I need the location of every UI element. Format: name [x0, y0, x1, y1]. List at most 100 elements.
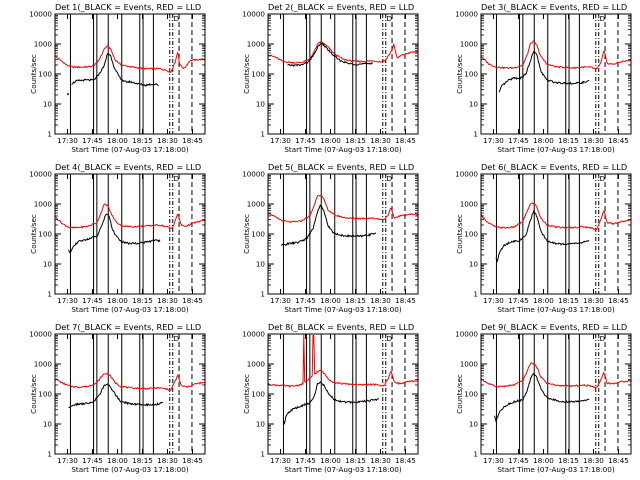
x-axis-label: Start Time (07-Aug-03 17:18:00) — [71, 465, 188, 474]
x-tick-label: 18:00 — [107, 296, 128, 305]
y-axis-label: Counts/sec — [242, 54, 251, 94]
events-series-line — [66, 92, 69, 96]
lld-series-line — [267, 41, 419, 65]
x-tick-label: 18:15 — [558, 136, 579, 145]
x-axis-label: Start Time (07-Aug-03 17:18:00) — [71, 305, 188, 314]
x-axis-label: Start Time (07-Aug-03 17:18:00) — [71, 145, 188, 154]
panel-title: Det 1(_BLACK = Events, RED = LLD — [55, 2, 201, 12]
y-axis-label: Counts/sec — [29, 374, 38, 414]
x-tick-label: 18:15 — [132, 296, 153, 305]
y-tick-label: 10 — [256, 260, 266, 269]
x-tick-label: 17:45 — [82, 456, 103, 465]
detector-panel: Det 1(_BLACK = Events, RED = LLD D 1 10 100 1… — [29, 2, 206, 154]
y-axis-label: Counts/sec — [455, 374, 464, 414]
y-tick-label: 10 — [43, 260, 53, 269]
y-tick-label: 10 — [256, 420, 266, 429]
y-tick-label: 100 — [38, 390, 52, 399]
d-marker-glyph: D — [174, 334, 180, 343]
events-series-line — [68, 383, 164, 409]
x-tick-label: 18:30 — [370, 296, 391, 305]
x-tick-label: 18:30 — [157, 136, 178, 145]
y-tick-label: 1 — [47, 130, 52, 139]
plot-frame — [267, 13, 419, 135]
events-series-line — [68, 213, 161, 254]
x-tick-label: 17:30 — [483, 136, 504, 145]
y-tick-label: 10 — [469, 420, 479, 429]
y-tick-label: 10000 — [242, 330, 265, 339]
x-tick-label: 18:00 — [533, 456, 554, 465]
detector-panel: Det 9(_BLACK = Events, RED = LLD D 1 10 100 1… — [455, 322, 632, 474]
lld-series-line — [54, 45, 206, 73]
plot-frame — [480, 333, 632, 455]
x-tick-label: 18:00 — [320, 296, 341, 305]
d-marker-glyph: D — [600, 14, 606, 23]
lld-series-line — [267, 194, 419, 224]
x-tick-label: 17:30 — [57, 456, 78, 465]
x-axis-label: Start Time (07-Aug-03 17:18:00) — [497, 305, 614, 314]
y-tick-label: 10000 — [455, 10, 478, 19]
panel-title: Det 6(_BLACK = Events, RED = LLD — [481, 162, 627, 172]
lld-series-line — [480, 40, 632, 70]
y-tick-label: 1000 — [247, 200, 266, 209]
x-tick-label: 17:30 — [57, 136, 78, 145]
y-axis-label: Counts/sec — [29, 214, 38, 254]
y-tick-label: 100 — [251, 390, 265, 399]
events-series-line — [71, 52, 159, 87]
x-tick-label: 18:15 — [132, 136, 153, 145]
y-tick-label: 10000 — [242, 170, 265, 179]
detector-panel: Det 8(_BLACK = Events, RED = LLD D 1 10 100 1… — [242, 322, 419, 474]
y-tick-label: 1 — [473, 290, 478, 299]
x-axis-label: Start Time (07-Aug-03 17:18:00) — [284, 465, 401, 474]
y-tick-label: 1000 — [460, 200, 479, 209]
y-tick-label: 1 — [473, 130, 478, 139]
y-tick-label: 1 — [473, 450, 478, 459]
x-tick-label: 17:45 — [295, 136, 316, 145]
x-tick-label: 17:45 — [295, 296, 316, 305]
y-tick-label: 10000 — [455, 330, 478, 339]
panel-title: Det 3(_BLACK = Events, RED = LLD — [481, 2, 627, 12]
y-tick-label: 10000 — [29, 330, 52, 339]
x-tick-label: 18:30 — [583, 296, 604, 305]
events-series-line — [281, 204, 377, 247]
y-tick-label: 100 — [464, 390, 478, 399]
y-tick-label: 10000 — [29, 170, 52, 179]
lld-series-line — [480, 202, 632, 231]
y-tick-label: 1000 — [460, 360, 479, 369]
x-tick-label: 18:45 — [395, 296, 416, 305]
d-marker-glyph: D — [600, 174, 606, 183]
y-tick-label: 10000 — [455, 170, 478, 179]
detector-panel: Det 3(_BLACK = Events, RED = LLD D 1 10 100 1… — [455, 2, 632, 154]
x-tick-label: 18:45 — [395, 136, 416, 145]
x-tick-label: 18:00 — [107, 136, 128, 145]
x-tick-label: 18:30 — [583, 456, 604, 465]
y-tick-label: 1 — [260, 130, 265, 139]
x-tick-label: 17:30 — [57, 296, 78, 305]
y-tick-label: 1 — [47, 450, 52, 459]
y-axis-label: Counts/sec — [242, 374, 251, 414]
y-tick-label: 10000 — [242, 10, 265, 19]
panel-title: Det 2(_BLACK = Events, RED = LLD — [268, 2, 414, 12]
y-tick-label: 1 — [47, 290, 52, 299]
x-tick-label: 17:30 — [270, 136, 291, 145]
events-series-line — [287, 42, 374, 67]
d-marker-glyph: D — [174, 14, 180, 23]
y-axis-label: Counts/sec — [242, 214, 251, 254]
x-tick-label: 18:15 — [132, 456, 153, 465]
y-tick-label: 10 — [469, 100, 479, 109]
lld-series-line — [267, 334, 419, 388]
lld-series-line — [54, 372, 206, 391]
x-tick-label: 18:00 — [533, 136, 554, 145]
y-tick-label: 10 — [43, 100, 53, 109]
y-tick-label: 10000 — [29, 10, 52, 19]
events-series-line — [495, 209, 590, 263]
x-tick-label: 18:15 — [345, 136, 366, 145]
d-marker-glyph: D — [387, 334, 393, 343]
panel-title: Det 5(_BLACK = Events, RED = LLD — [268, 162, 414, 172]
x-axis-label: Start Time (07-Aug-03 17:18:00) — [497, 465, 614, 474]
detector-panel: Det 4(_BLACK = Events, RED = LLD D 1 10 100 1… — [29, 162, 206, 314]
y-tick-label: 10 — [256, 100, 266, 109]
y-tick-label: 100 — [251, 70, 265, 79]
events-series-line — [498, 50, 590, 93]
plot-frame — [267, 173, 419, 295]
x-tick-label: 18:30 — [370, 136, 391, 145]
